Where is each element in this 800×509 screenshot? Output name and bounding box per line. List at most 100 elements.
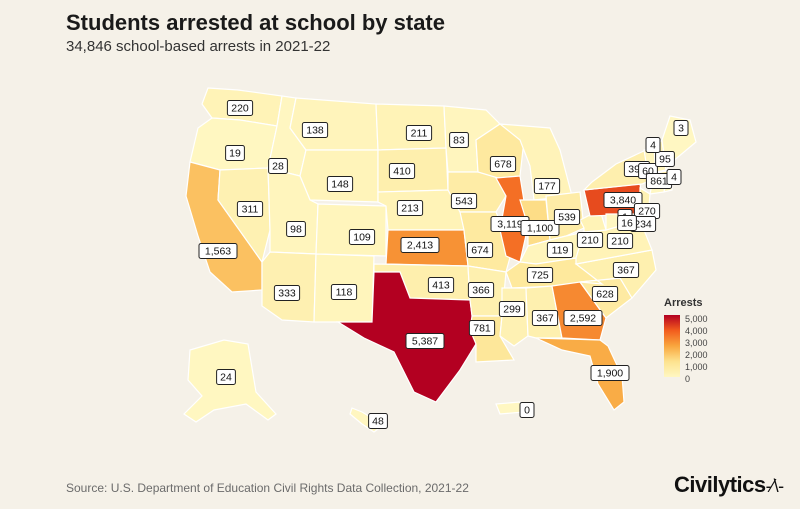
state-label-OH: 539 <box>553 209 581 225</box>
state-label-RI: 4 <box>666 169 682 185</box>
state-value-text: 24 <box>220 372 232 384</box>
state-label-box <box>450 193 478 209</box>
state-label-box <box>617 215 637 231</box>
state-label-NV: 311 <box>236 201 264 217</box>
legend-tick: 5,000 <box>685 314 708 324</box>
state-value-text: 210 <box>581 235 599 247</box>
state-label-SC: 628 <box>591 286 619 302</box>
state-label-box <box>216 369 236 385</box>
state-label-box <box>348 229 376 245</box>
state-value-text: 725 <box>531 270 549 282</box>
state-label-GA: 2,592 <box>563 310 603 326</box>
legend-color-bar <box>664 315 680 377</box>
state-value-text: 48 <box>372 416 384 428</box>
state-label-box <box>326 176 354 192</box>
state-label-AL: 367 <box>531 310 559 326</box>
state-label-HI: 48 <box>368 413 388 429</box>
legend-tick: 3,000 <box>685 338 708 348</box>
state-label-box <box>612 262 640 278</box>
state-label-box <box>236 201 264 217</box>
state-label-WI: 678 <box>489 156 517 172</box>
state-label-box <box>603 192 643 208</box>
state-value-text: 60 <box>642 166 654 178</box>
state-label-box <box>198 243 238 259</box>
state-label-NM: 118 <box>330 284 358 300</box>
state-label-WA: 220 <box>226 100 254 116</box>
state-label-NH: 95 <box>655 151 675 167</box>
state-FL[interactable] <box>535 337 625 411</box>
state-label-VA: 210 <box>606 233 634 249</box>
state-label-ME: 3 <box>673 120 689 136</box>
state-label-box <box>666 169 682 185</box>
state-label-box <box>330 284 358 300</box>
state-label-AZ: 333 <box>273 285 301 301</box>
state-label-box <box>489 156 517 172</box>
state-label-IN: 1,100 <box>520 220 560 236</box>
state-label-box <box>645 137 661 153</box>
state-value-text: 543 <box>455 196 473 208</box>
state-value-text: 781 <box>473 323 491 335</box>
state-value-text: 1,563 <box>205 246 231 258</box>
chart-title: Students arrested at school by state <box>66 10 445 35</box>
state-value-text: 861 <box>650 176 668 188</box>
state-label-FL: 1,900 <box>590 365 630 381</box>
state-label-box <box>468 320 496 336</box>
state-label-box <box>526 267 554 283</box>
state-value-text: 3,840 <box>610 195 636 207</box>
state-label-box <box>553 209 581 225</box>
state-label-IA: 543 <box>450 193 478 209</box>
state-value-text: 3,119 <box>497 219 523 231</box>
state-value-text: 4 <box>671 172 677 184</box>
state-value-text: 148 <box>331 179 349 191</box>
state-value-text: 95 <box>659 154 671 166</box>
state-value-text: 83 <box>453 135 465 147</box>
state-label-UT: 98 <box>286 221 306 237</box>
state-label-MS: 299 <box>498 301 526 317</box>
state-value-text: 333 <box>278 288 296 300</box>
state-value-text: 28 <box>272 161 284 173</box>
state-value-text: 3 <box>678 123 684 135</box>
state-value-text: 98 <box>290 224 302 236</box>
state-value-text: 413 <box>432 280 450 292</box>
state-label-TN: 725 <box>526 267 554 283</box>
state-value-text: 19 <box>229 148 241 160</box>
state-label-box <box>301 122 329 138</box>
state-value-text: 678 <box>494 159 512 171</box>
state-label-box <box>226 100 254 116</box>
state-label-box <box>396 200 424 216</box>
state-label-box <box>286 221 306 237</box>
state-value-text: 5,387 <box>412 336 438 348</box>
state-value-text: 299 <box>503 304 521 316</box>
legend-tick: 0 <box>685 374 691 384</box>
legend-title: Arrests <box>664 297 703 309</box>
state-label-CA: 1,563 <box>198 243 238 259</box>
state-value-text: 211 <box>411 128 428 140</box>
state-value-text: 674 <box>471 245 489 257</box>
state-label-box <box>427 277 455 293</box>
state-label-box <box>519 402 535 418</box>
state-label-box <box>606 233 634 249</box>
state-label-box <box>576 232 604 248</box>
state-value-text: 119 <box>552 245 569 257</box>
state-label-box <box>591 286 619 302</box>
state-value-text: 177 <box>538 181 556 193</box>
state-label-WV: 210 <box>576 232 604 248</box>
state-label-box <box>225 145 245 161</box>
state-label-box <box>673 120 689 136</box>
state-value-text: 109 <box>353 232 371 244</box>
civilytics-logo: Civilytics-⁄\- <box>674 472 784 498</box>
state-value-text: 2,413 <box>407 240 433 252</box>
state-label-NJ: 270 <box>633 203 661 219</box>
state-label-box <box>466 242 494 258</box>
logo-mark: -⁄\- <box>765 476 785 496</box>
state-value-text: 311 <box>242 204 259 216</box>
state-label-OK: 413 <box>427 277 455 293</box>
state-label-box <box>498 301 526 317</box>
state-label-box <box>388 163 416 179</box>
state-label-LA: 781 <box>468 320 496 336</box>
state-label-TX: 5,387 <box>405 333 445 349</box>
state-label-KY: 119 <box>546 242 574 258</box>
state-label-ND: 211 <box>405 125 433 141</box>
state-OR[interactable] <box>189 117 278 171</box>
